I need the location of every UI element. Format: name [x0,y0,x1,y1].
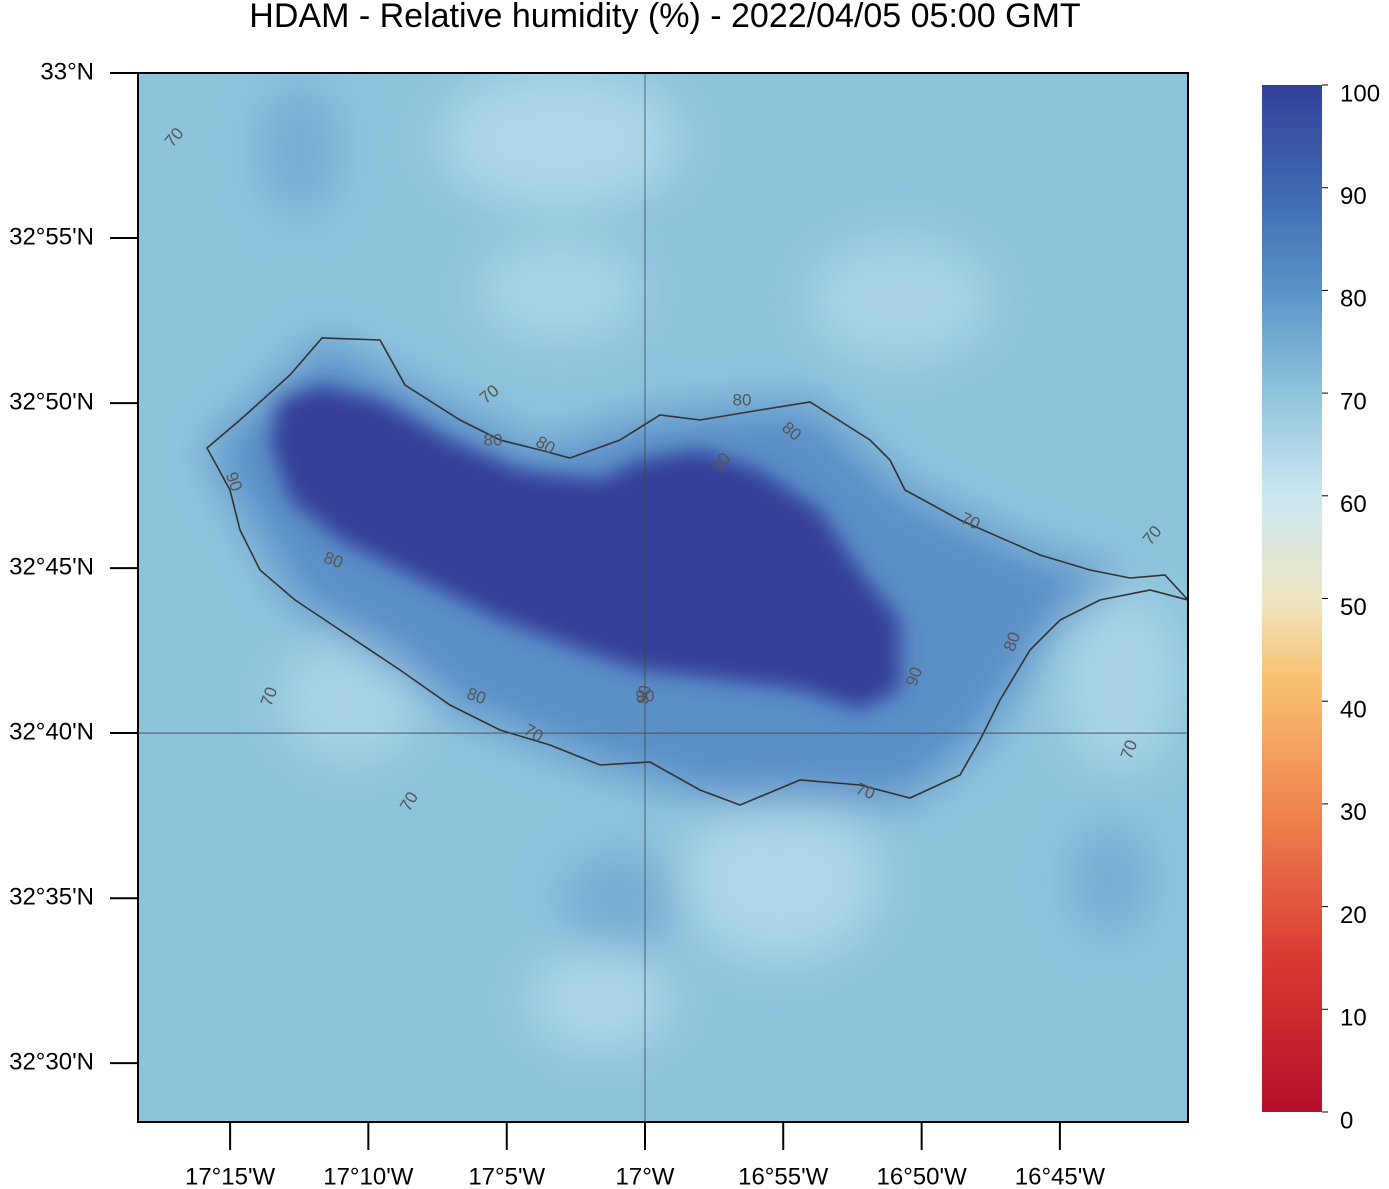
x-tick-label: 16°50'W [877,1163,968,1189]
x-tick-label: 16°55'W [738,1163,829,1189]
colorbar-tick-label: 20 [1340,902,1367,929]
colorbar [1262,85,1322,1112]
x-tick-label: 17°5'W [468,1163,545,1189]
x-tick-label: 17°10'W [323,1163,414,1189]
y-tick-label: 32°55'N [9,223,94,250]
coastline [205,337,1188,806]
y-tick-label: 32°45'N [9,553,94,580]
contour-label: 80 [484,430,503,449]
y-tick-label: 32°35'N [9,884,94,911]
colorbar-tick-label: 10 [1340,1005,1367,1032]
colorbar-tick-label: 90 [1340,183,1367,210]
contour-label: 90 [633,684,655,706]
y-tick-label: 32°40'N [9,718,94,745]
x-tick-label: 16°45'W [1015,1163,1106,1189]
contour-label: 80 [733,390,752,409]
colorbar-tick-label: 30 [1340,799,1367,826]
humidity-field [138,73,1188,1122]
colorbar-tick-label: 60 [1340,491,1367,518]
colorbar-tick-label: 100 [1340,80,1380,107]
colorbar-tick-label: 0 [1340,1107,1353,1134]
x-tick-label: 17°15'W [185,1163,276,1189]
map-frame [137,72,1189,1123]
y-tick-label: 32°50'N [9,388,94,415]
colorbar-tick-label: 50 [1340,594,1367,621]
colorbar-tick-label: 70 [1340,388,1367,415]
y-tick-label: 33°N [40,58,94,85]
y-tick-label: 32°30'N [9,1049,94,1076]
x-tick-label: 17°W [616,1163,675,1189]
map-title: HDAM - Relative humidity (%) - 2022/04/0… [249,0,1080,35]
colorbar-tick-label: 40 [1340,697,1367,724]
colorbar-tick-label: 80 [1340,286,1367,313]
